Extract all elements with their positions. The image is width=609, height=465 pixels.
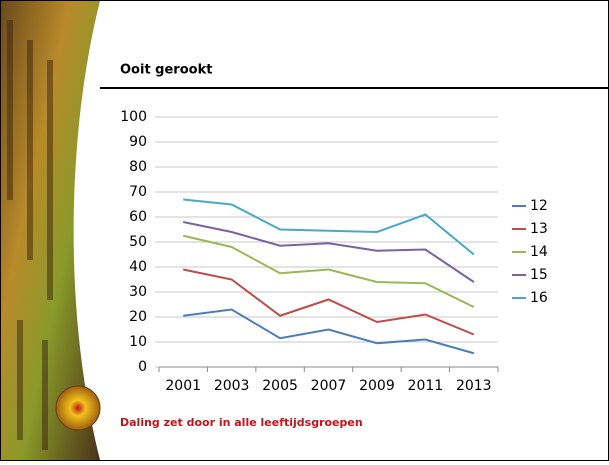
- x-tick-label: 2005: [262, 378, 298, 394]
- y-tick-label: 40: [129, 259, 147, 275]
- series-line: [183, 198, 475, 256]
- x-tick-label: 2003: [214, 378, 250, 394]
- legend-label: 15: [530, 267, 548, 283]
- legend-label: 14: [530, 244, 548, 260]
- series-line: [183, 268, 475, 336]
- slide-title: Ooit gerookt: [120, 63, 212, 78]
- x-tick-label: 2013: [456, 378, 492, 394]
- y-tick-label: 80: [129, 159, 147, 175]
- series-line: [183, 308, 475, 355]
- y-tick-label: 50: [129, 234, 147, 250]
- y-tick-label: 10: [129, 334, 147, 350]
- legend-label: 13: [530, 221, 548, 237]
- x-tick-label: 2011: [408, 378, 444, 394]
- legend-label: 16: [530, 290, 548, 306]
- logo: [55, 385, 101, 431]
- series-line: [183, 221, 475, 283]
- y-tick-label: 20: [129, 309, 147, 325]
- y-tick-label: 100: [120, 109, 147, 125]
- x-tick-label: 2009: [359, 378, 395, 394]
- footer-text: Daling zet door in alle leeftijdsgroepen: [120, 416, 363, 429]
- y-tick-label: 90: [129, 134, 147, 150]
- chart: 0 10 20 30 40 50 60 70 80 90 100 2001 2003 2005 2007 20…: [120, 109, 548, 394]
- y-tick-label: 60: [129, 209, 147, 225]
- decor-building: [7, 20, 53, 450]
- y-tick-label: 30: [129, 284, 147, 300]
- x-tick-label: 2007: [311, 378, 347, 394]
- y-tick-label: 0: [138, 359, 147, 375]
- series-line: [182, 234, 475, 308]
- x-tick-label: 2001: [165, 378, 201, 394]
- y-tick-label: 70: [129, 184, 147, 200]
- legend-label: 12: [530, 198, 548, 214]
